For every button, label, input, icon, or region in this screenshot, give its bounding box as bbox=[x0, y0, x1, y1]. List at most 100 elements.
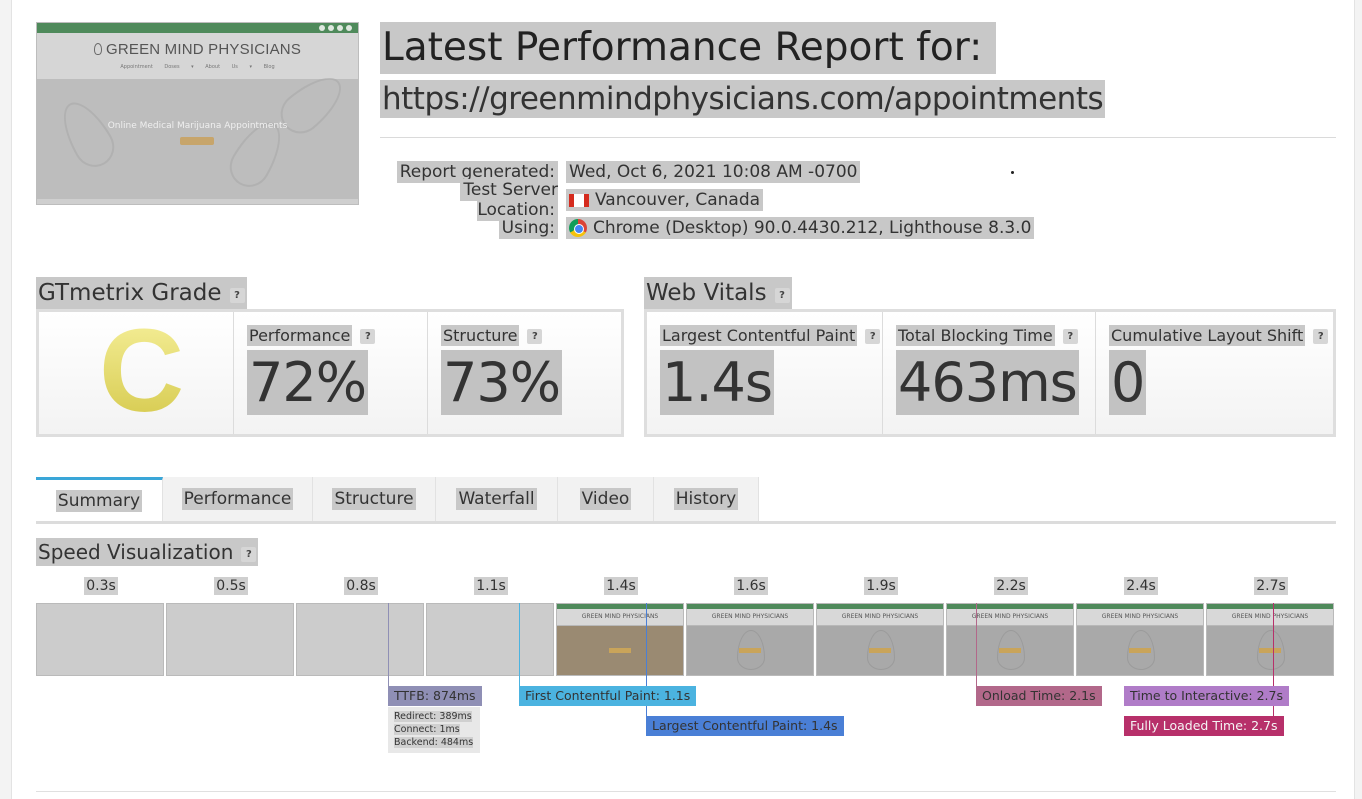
gtmetrix-grade-heading: GTmetrix Grade? bbox=[36, 277, 247, 309]
gtmetrix-grade-heading-text: GTmetrix Grade bbox=[38, 280, 222, 306]
tab-waterfall[interactable]: Waterfall bbox=[436, 477, 558, 521]
frame-time-label: 1.6s bbox=[734, 577, 768, 595]
fully-loaded-marker[interactable]: Fully Loaded Time: 2.7s bbox=[1124, 716, 1284, 736]
report-meta: Report generated: Wed, Oct 6, 2021 10:08… bbox=[380, 158, 1035, 242]
fcp-marker-line bbox=[519, 603, 520, 687]
thumbnail-hero-text: Online Medical Marijuana Appointments bbox=[107, 121, 288, 131]
tbt-label: Total Blocking Time bbox=[896, 325, 1055, 346]
onload-marker[interactable]: Onload Time: 2.1s bbox=[976, 686, 1102, 706]
thumbnail-social-icons bbox=[319, 25, 352, 31]
tab-structure[interactable]: Structure bbox=[313, 477, 436, 521]
grade-cell: C bbox=[39, 312, 234, 434]
cls-cell: Cumulative Layout Shift? 0 bbox=[1096, 312, 1333, 434]
performance-label: Performance bbox=[247, 325, 353, 346]
filmstrip-frame[interactable]: GREEN MIND PHYSICIANS bbox=[556, 603, 684, 676]
frame-time-label: 1.1s bbox=[474, 577, 508, 595]
tti-marker[interactable]: Time to Interactive: 2.7s bbox=[1124, 686, 1289, 706]
tbt-cell: Total Blocking Time? 463ms bbox=[883, 312, 1096, 434]
onload-marker-line bbox=[976, 603, 977, 687]
tab-performance[interactable]: Performance bbox=[163, 477, 313, 521]
filmstrip-frame[interactable]: GREEN MIND PHYSICIANS bbox=[1076, 603, 1204, 676]
tab-label: Summary bbox=[55, 489, 143, 512]
frame-time-label: 2.7s bbox=[1254, 577, 1288, 595]
tab-label: Performance bbox=[181, 488, 294, 510]
ttfb-breakdown: Redirect: 389ms Connect: 1ms Backend: 48… bbox=[388, 707, 480, 753]
lcp-marker-line bbox=[646, 603, 647, 717]
thumbnail-hero: Online Medical Marijuana Appointments bbox=[37, 66, 358, 199]
report-title: Latest Performance Report for: bbox=[380, 22, 997, 74]
thumbnail-hero-button bbox=[180, 137, 214, 145]
structure-value: 73% bbox=[441, 350, 563, 415]
filmstrip-frame[interactable]: GREEN MIND PHYSICIANS bbox=[686, 603, 814, 676]
frame-logo-text: GREEN MIND PHYSICIANS bbox=[687, 609, 813, 625]
tbt-value: 463ms bbox=[896, 350, 1079, 415]
ttfb-marker[interactable]: TTFB: 874ms bbox=[388, 686, 482, 706]
frame-time-labels: 0.3s 0.5s 0.8s 1.1s 1.4s 1.6s 1.9s 2.2s … bbox=[36, 577, 1336, 600]
report-tabs: Summary Performance Structure Waterfall … bbox=[36, 477, 1336, 524]
tab-label: History bbox=[673, 488, 739, 510]
cannabis-leaf-icon bbox=[1127, 630, 1155, 670]
leaf-icon bbox=[93, 43, 102, 55]
ttfb-connect: Connect: 1ms bbox=[394, 724, 460, 735]
canada-flag-icon bbox=[569, 193, 589, 207]
gtmetrix-grade-panel: C Performance? 72% Structure? 73% bbox=[36, 309, 624, 437]
stray-dot bbox=[1011, 171, 1014, 174]
filmstrip-frame[interactable] bbox=[296, 603, 424, 676]
frame-time-label: 0.3s bbox=[84, 577, 118, 595]
help-icon[interactable]: ? bbox=[865, 329, 881, 344]
speed-visualization-heading-text: Speed Visualization bbox=[38, 540, 234, 564]
cannabis-leaf-icon bbox=[1257, 630, 1285, 670]
filmstrip: GREEN MIND PHYSICIANS GREEN MIND PHYSICI… bbox=[36, 603, 1336, 676]
cannabis-leaf-icon bbox=[867, 630, 895, 670]
cls-label: Cumulative Layout Shift bbox=[1109, 325, 1306, 346]
help-icon[interactable]: ? bbox=[360, 329, 376, 344]
tab-video[interactable]: Video bbox=[558, 477, 654, 521]
filmstrip-frame[interactable]: GREEN MIND PHYSICIANS bbox=[946, 603, 1074, 676]
web-vitals-heading-text: Web Vitals bbox=[646, 280, 767, 306]
frame-time-label: 0.5s bbox=[214, 577, 248, 595]
help-icon[interactable]: ? bbox=[774, 288, 790, 303]
bottom-divider bbox=[36, 791, 1336, 792]
help-icon[interactable]: ? bbox=[229, 288, 245, 303]
frame-time-label: 0.8s bbox=[344, 577, 378, 595]
frame-logo-text: GREEN MIND PHYSICIANS bbox=[817, 609, 943, 625]
fully-loaded-marker-line bbox=[1273, 603, 1274, 717]
filmstrip-frame[interactable] bbox=[426, 603, 554, 676]
page-right-edge bbox=[1354, 0, 1362, 799]
fcp-marker[interactable]: First Contentful Paint: 1.1s bbox=[519, 686, 697, 706]
help-icon[interactable]: ? bbox=[241, 547, 257, 562]
frame-time-label: 2.2s bbox=[994, 577, 1028, 595]
meta-label: Report generated: bbox=[396, 161, 558, 183]
filmstrip-frame[interactable]: GREEN MIND PHYSICIANS bbox=[1206, 603, 1334, 676]
filmstrip-frame[interactable] bbox=[36, 603, 164, 676]
ttfb-redirect: Redirect: 389ms bbox=[394, 711, 472, 722]
meta-value: Chrome (Desktop) 90.0.4430.212, Lighthou… bbox=[593, 218, 1032, 238]
tab-summary[interactable]: Summary bbox=[36, 477, 163, 521]
lcp-label: Largest Contentful Paint bbox=[660, 325, 858, 346]
meta-row-generated: Report generated: Wed, Oct 6, 2021 10:08… bbox=[380, 158, 1034, 186]
help-icon[interactable]: ? bbox=[1062, 329, 1078, 344]
meta-value: Wed, Oct 6, 2021 10:08 AM -0700 bbox=[569, 162, 858, 182]
tab-label: Video bbox=[579, 488, 632, 510]
ttfb-marker-line bbox=[388, 603, 389, 687]
frame-logo-text: GREEN MIND PHYSICIANS bbox=[1207, 609, 1333, 625]
meta-row-using: Using: Chrome (Desktop) 90.0.4430.212, L… bbox=[380, 214, 1035, 242]
report-url[interactable]: https://greenmindphysicians.com/appointm… bbox=[380, 80, 1106, 118]
frame-time-label: 2.4s bbox=[1124, 577, 1158, 595]
thumbnail-topbar bbox=[37, 23, 358, 33]
frame-time-label: 1.9s bbox=[864, 577, 898, 595]
frame-time-label: 1.4s bbox=[604, 577, 638, 595]
web-vitals-panel: Largest Contentful Paint? 1.4s Total Blo… bbox=[644, 309, 1336, 437]
help-icon[interactable]: ? bbox=[527, 329, 543, 344]
tab-label: Waterfall bbox=[456, 488, 537, 510]
filmstrip-frame[interactable]: GREEN MIND PHYSICIANS bbox=[816, 603, 944, 676]
web-vitals-heading: Web Vitals? bbox=[644, 277, 792, 309]
tab-history[interactable]: History bbox=[654, 477, 759, 521]
page-screenshot-thumbnail[interactable]: GREEN MIND PHYSICIANS Appointment Doses … bbox=[36, 22, 359, 205]
filmstrip-frame[interactable] bbox=[166, 603, 294, 676]
meta-label: Using: bbox=[498, 217, 558, 239]
thumbnail-logo-text: GREEN MIND PHYSICIANS bbox=[105, 41, 302, 58]
lcp-cell: Largest Contentful Paint? 1.4s bbox=[647, 312, 883, 434]
lcp-marker[interactable]: Largest Contentful Paint: 1.4s bbox=[646, 716, 844, 736]
help-icon[interactable]: ? bbox=[1313, 329, 1329, 344]
